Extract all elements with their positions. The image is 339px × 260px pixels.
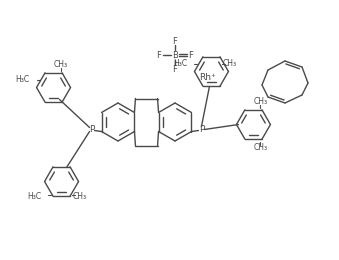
Text: CH₃: CH₃ (54, 60, 67, 69)
Text: F: F (173, 36, 177, 46)
Text: H₃C: H₃C (27, 192, 42, 201)
Text: Rh⁺: Rh⁺ (199, 73, 215, 81)
Text: CH₃: CH₃ (253, 97, 267, 106)
Text: F: F (157, 50, 161, 60)
Text: H₃C: H₃C (15, 75, 29, 84)
Text: F: F (188, 50, 194, 60)
Text: CH₃: CH₃ (73, 192, 86, 201)
Text: B: B (172, 50, 178, 60)
Text: CH₃: CH₃ (253, 143, 267, 152)
Text: CH₃: CH₃ (222, 59, 237, 68)
Text: P: P (199, 125, 204, 134)
Text: F: F (173, 64, 177, 74)
Text: H₃C: H₃C (173, 59, 187, 68)
Text: P: P (89, 125, 94, 134)
